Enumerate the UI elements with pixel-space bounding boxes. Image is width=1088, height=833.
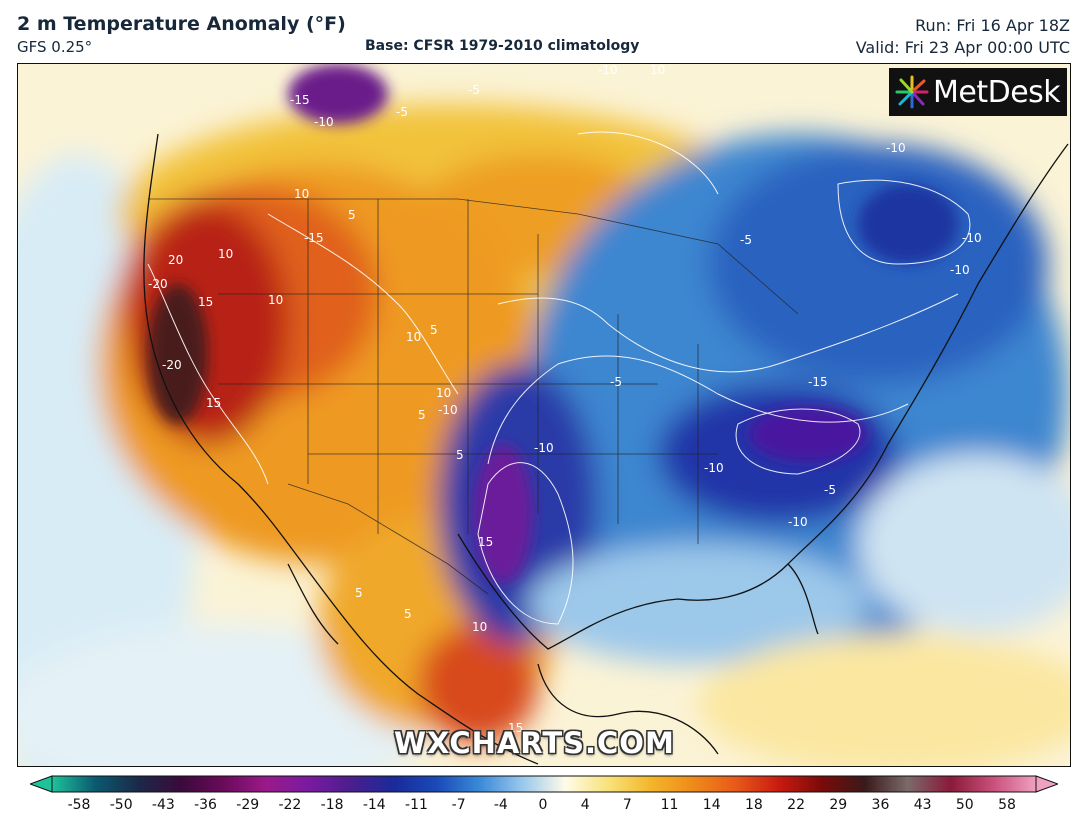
contour-label: -10 [962, 231, 982, 245]
contour-label: -20 [162, 358, 182, 372]
colorbar-tick-label: -36 [194, 797, 217, 813]
colorbar-tick-label: -50 [109, 797, 133, 813]
contour-label: 15 [198, 295, 213, 309]
contour-label: -15 [290, 93, 310, 107]
contour-label: 10 [472, 620, 487, 634]
contour-label: -5 [610, 375, 622, 389]
logo-text: MetDesk [933, 74, 1061, 110]
contour-label: -10 [704, 461, 724, 475]
contour-label: 10 [218, 247, 233, 261]
contour-label: 5 [404, 607, 412, 621]
contour-label: -20 [148, 277, 168, 291]
borders [148, 198, 799, 595]
colorbar-tick-label: 14 [702, 797, 721, 813]
contour-lines [147, 131, 971, 625]
contour-label: 10 [650, 64, 665, 77]
california-hot-core [148, 284, 208, 424]
contour-label: -10 [950, 263, 970, 277]
contour-label: 10 [294, 187, 309, 201]
colorbar-tick-label: -7 [451, 797, 466, 813]
coastlines [143, 133, 1069, 765]
climatology-base-label: Base: CFSR 1979-2010 climatology [365, 38, 640, 54]
colorbar-tick-label: 18 [744, 797, 763, 813]
watermark: WXCHARTS.COM [394, 726, 675, 760]
colorbar-tick-label: -14 [362, 797, 386, 813]
colorbar-tick-label: -43 [151, 797, 175, 813]
contour-label: 15 [508, 721, 523, 735]
carolina-cold-core [748, 406, 868, 462]
contour-label: -5 [824, 483, 836, 497]
contour-label: -15 [304, 231, 324, 245]
colorbar-tick-label: 0 [538, 797, 548, 813]
colorbar-tick-label: 43 [913, 797, 932, 813]
anomaly-map: -15 -10 -5 -10 10 -10 -5 -5 -10 -10 20 -… [17, 63, 1071, 767]
model-label: GFS 0.25° [17, 38, 93, 56]
canada-cold-core [288, 64, 388, 124]
map-canvas: -15 -10 -5 -10 10 -10 -5 -5 -10 -10 20 -… [18, 64, 1070, 766]
colorbar-tick-label: -18 [320, 797, 344, 813]
contour-label: -10 [438, 403, 458, 417]
colorbar-max-arrow [1035, 775, 1058, 793]
contour-label: -10 [886, 141, 906, 155]
colorbar-tick-label: -58 [67, 797, 91, 813]
valid-time-label: Valid: Fri 23 Apr 00:00 UTC [855, 38, 1070, 57]
contour-label: 10 [268, 293, 283, 307]
colorbar-tick-label: 4 [580, 797, 590, 813]
contour-label: 5 [348, 208, 356, 222]
run-time-label: Run: Fri 16 Apr 18Z [915, 16, 1070, 35]
contour-label: 10 [406, 330, 421, 344]
contour-label: 10 [436, 386, 451, 400]
contour-label: 20 [168, 253, 183, 267]
colorbar-ramp [51, 775, 1037, 793]
colorbar-tick-label: 36 [871, 797, 890, 813]
colorbar-tick-label: -29 [236, 797, 260, 813]
colorbar-min-arrow [30, 775, 53, 793]
colorbar-ticks: -58 -50 -43 -36 -29 -22 -18 -14 -11 -7 -4 0 4 7 11 14 18… [0, 797, 1088, 819]
colorbar-tick-label: -4 [493, 797, 508, 813]
contour-label: -10 [598, 64, 618, 77]
contour-label: 5 [355, 586, 363, 600]
contour-label: 5 [430, 323, 438, 337]
contour-label: -10 [534, 441, 554, 455]
contour-label-group: -15 -10 -5 -10 10 -10 -5 -5 -10 -10 20 -… [148, 64, 982, 735]
colorbar-tick-label: 29 [829, 797, 848, 813]
chart-title: 2 m Temperature Anomaly (°F) [17, 13, 346, 35]
contour-label: 5 [418, 408, 426, 422]
contour-label: -5 [740, 233, 752, 247]
contour-label: 5 [456, 448, 464, 462]
contour-label: -5 [468, 83, 480, 97]
contour-label: -10 [788, 515, 808, 529]
colorbar-tick-label: 7 [622, 797, 632, 813]
contour-label: 15 [206, 396, 221, 410]
colorbar [30, 775, 1058, 793]
colorbar-tick-label: 58 [998, 797, 1016, 813]
starburst-logo-icon [895, 75, 929, 109]
colorbar-tick-label: 22 [787, 797, 805, 813]
colorbar-tick-label: 11 [660, 797, 679, 813]
texas-cold-core [473, 444, 533, 584]
contour-label: -10 [314, 115, 334, 129]
colorbar-tick-label: -22 [278, 797, 302, 813]
colorbar-tick-label: 50 [955, 797, 974, 813]
contour-label: 15 [478, 535, 493, 549]
metdesk-logo: MetDesk [889, 68, 1067, 116]
contour-label: -5 [396, 105, 408, 119]
colorbar-tick-label: -11 [405, 797, 428, 813]
contour-label: -15 [808, 375, 828, 389]
